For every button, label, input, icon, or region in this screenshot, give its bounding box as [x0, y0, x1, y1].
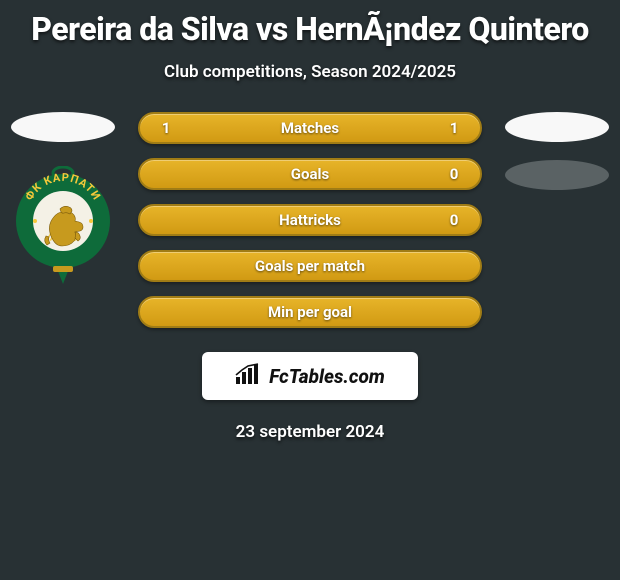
stat-label: Min per goal — [176, 303, 444, 321]
right-team-ellipse-2 — [505, 160, 609, 190]
stat-row-matches: 1 Matches 1 — [138, 112, 482, 144]
left-team-ellipse — [11, 112, 115, 142]
brand-link[interactable]: FcTables.com — [202, 352, 418, 400]
stat-label: Matches — [176, 119, 444, 137]
stat-label: Goals per match — [176, 257, 444, 275]
stat-pill-list: 1 Matches 1 Goals 0 Hattricks 0 Goals pe… — [138, 112, 482, 328]
left-team-crest: ФК КАРПАТИ ЛЬВІВ — [13, 166, 113, 296]
comparison-card: Pereira da Silva vs HernÃ¡ndez Quintero … — [0, 0, 620, 580]
right-team-ellipse-1 — [505, 112, 609, 142]
stat-row-hattricks: Hattricks 0 — [138, 204, 482, 236]
stat-label: Hattricks — [176, 211, 444, 229]
stat-right-value: 1 — [444, 119, 464, 137]
stats-arena: ФК КАРПАТИ ЛЬВІВ — [0, 112, 620, 328]
left-column: ФК КАРПАТИ ЛЬВІВ — [8, 112, 118, 296]
snapshot-date: 23 september 2024 — [0, 422, 620, 442]
brand-text: FcTables.com — [269, 365, 385, 388]
stat-row-goals-per-match: Goals per match — [138, 250, 482, 282]
stat-label: Goals — [176, 165, 444, 183]
page-title: Pereira da Silva vs HernÃ¡ndez Quintero — [0, 0, 620, 48]
stat-right-value: 0 — [444, 211, 464, 229]
right-column — [502, 112, 612, 190]
stat-right-value: 0 — [444, 165, 464, 183]
stat-row-goals: Goals 0 — [138, 158, 482, 190]
page-subtitle: Club competitions, Season 2024/2025 — [0, 62, 620, 82]
bar-chart-icon — [235, 363, 261, 390]
stat-left-value: 1 — [156, 119, 176, 137]
stat-row-min-per-goal: Min per goal — [138, 296, 482, 328]
